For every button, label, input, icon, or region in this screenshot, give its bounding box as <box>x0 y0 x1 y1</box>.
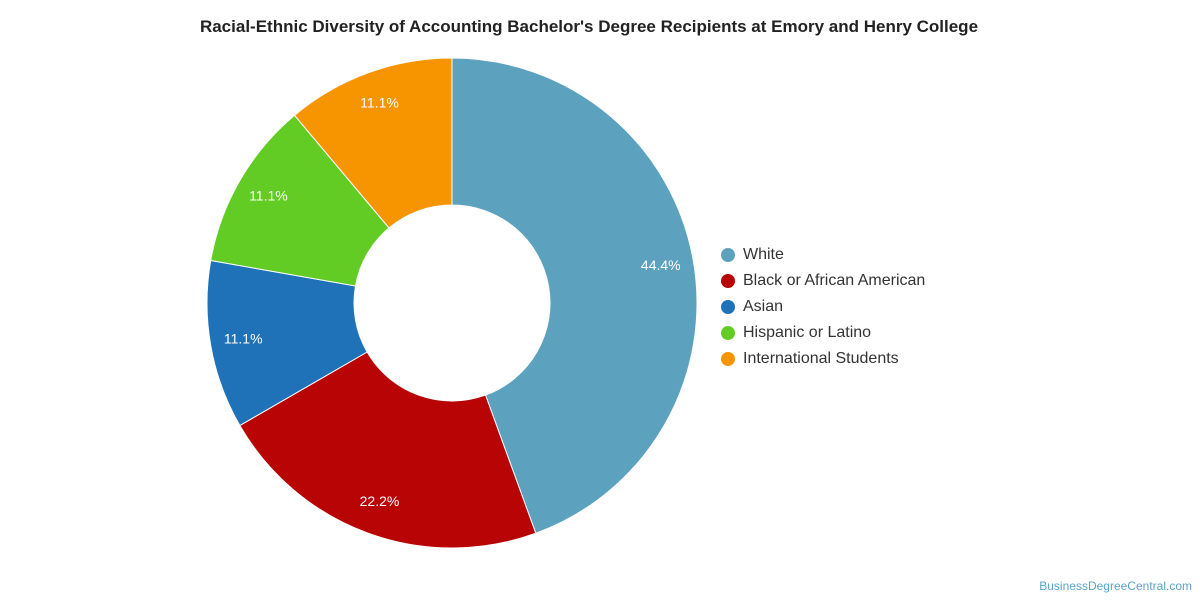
slices-group <box>206 57 698 549</box>
slice-white[interactable] <box>451 57 698 534</box>
legend-swatch-icon <box>721 274 735 288</box>
legend-label: Black or African American <box>743 272 926 289</box>
legend-swatch-icon <box>721 300 735 314</box>
slice-black-or-african-american[interactable] <box>239 351 537 549</box>
legend-label: International Students <box>743 350 899 367</box>
slice-label-hispanic-or-latino: 11.1% <box>249 188 288 204</box>
legend-item-black-or-african-american[interactable]: Black or African American <box>721 268 925 294</box>
slice-label-asian: 11.1% <box>224 331 263 347</box>
slice-international-students[interactable] <box>293 57 453 229</box>
slice-label-black-or-african-american: 22.2% <box>360 493 400 509</box>
site-credit-link[interactable]: BusinessDegreeCentral.com <box>1039 579 1192 593</box>
legend-label: White <box>743 246 784 263</box>
legend-item-white[interactable]: White <box>721 242 925 268</box>
legend-label: Asian <box>743 298 784 315</box>
slice-label-international-students: 11.1% <box>360 94 399 110</box>
legend-item-hispanic-or-latino[interactable]: Hispanic or Latino <box>721 320 925 346</box>
legend-swatch-icon <box>721 326 735 340</box>
chart-title: Racial-Ethnic Diversity of Accounting Ba… <box>199 17 979 36</box>
legend-swatch-icon <box>721 352 735 366</box>
slice-hispanic-or-latino[interactable] <box>210 114 390 287</box>
legend: White Black or African American Asian Hispa… <box>721 242 925 372</box>
slice-labels-group: 44.4% 22.2% 11.1% 11.1% 11.1% <box>224 94 681 508</box>
legend-swatch-icon <box>721 248 735 262</box>
slice-asian[interactable] <box>206 259 368 427</box>
slice-label-white: 44.4% <box>641 257 681 273</box>
legend-item-asian[interactable]: Asian <box>721 294 925 320</box>
legend-item-international-students[interactable]: International Students <box>721 346 925 372</box>
legend-label: Hispanic or Latino <box>743 324 872 341</box>
